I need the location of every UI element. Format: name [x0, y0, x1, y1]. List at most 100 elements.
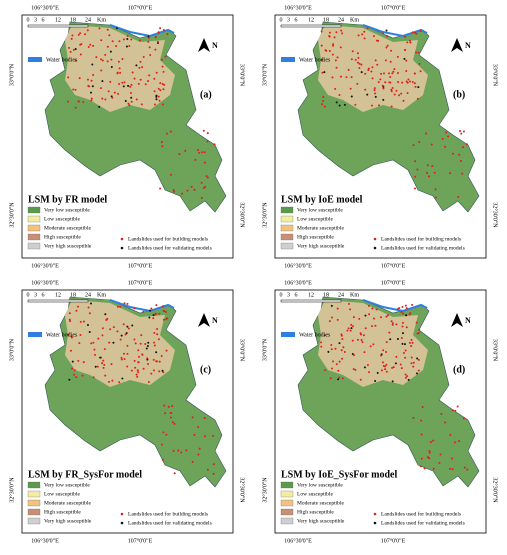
landslide-point	[78, 77, 81, 80]
landslide-point	[193, 433, 196, 436]
landslide-point	[147, 35, 150, 38]
landslide-point	[141, 353, 144, 356]
legend-swatch	[27, 224, 41, 232]
landslide-point	[126, 325, 129, 328]
landslide-point	[382, 87, 385, 90]
landslide-point	[404, 356, 407, 359]
landslide-point	[127, 84, 130, 87]
landslide-point	[120, 358, 123, 361]
longitude-label: 106°30'0"E	[284, 537, 312, 544]
landslide-point	[91, 85, 94, 88]
landslide-point	[380, 354, 383, 357]
landslide-point	[351, 339, 354, 342]
landslide-point	[163, 310, 166, 313]
legend-label: High susceptible	[44, 509, 81, 515]
landslide-point	[451, 152, 454, 155]
landslide-point	[408, 313, 411, 316]
landslide-point	[352, 316, 355, 319]
landslide-point	[417, 369, 420, 372]
landslide-point	[363, 366, 366, 369]
landslide-point	[109, 50, 112, 53]
landslide-point	[379, 78, 382, 81]
landslide-point	[456, 405, 459, 408]
landslide-point	[382, 98, 385, 101]
landslide-point	[206, 176, 209, 179]
landslide-point	[346, 329, 349, 332]
latitude-label: 33°0'0"N	[492, 64, 499, 87]
landslide-point	[152, 358, 155, 361]
landslide-point	[347, 327, 350, 330]
landslide-point	[205, 175, 208, 178]
scale-tick-label: 24	[338, 292, 344, 298]
landslide-point	[409, 41, 412, 44]
landslide-point	[429, 441, 432, 444]
landslide-point	[374, 324, 377, 327]
landslide-point	[150, 372, 153, 375]
landslide-point	[166, 33, 169, 36]
legend-point	[373, 237, 377, 241]
landslide-point	[412, 416, 415, 419]
landslide-point	[165, 349, 168, 352]
legend-title: LSM by IoE model	[281, 194, 363, 205]
landslide-point	[88, 331, 91, 334]
longitude-label: 106°30'0"E	[31, 279, 59, 286]
landslide-point	[212, 463, 215, 466]
landslide-point	[126, 344, 129, 347]
landslide-point	[156, 327, 159, 330]
landslide-point	[356, 338, 359, 341]
landslide-point	[384, 81, 387, 84]
landslide-point	[158, 99, 161, 102]
landslide-point	[202, 129, 205, 132]
landslide-point	[418, 141, 421, 144]
landslide-point	[206, 468, 209, 471]
landslide-point	[127, 102, 130, 105]
landslide-point	[82, 361, 85, 364]
scale-tick-label: 18	[323, 17, 329, 23]
landslide-point	[414, 160, 417, 163]
landslide-point	[118, 40, 121, 43]
landslide-point	[414, 187, 417, 190]
landslide-point	[371, 104, 374, 107]
landslide-point	[395, 323, 398, 326]
landslide-point	[118, 83, 121, 86]
landslide-point	[155, 360, 158, 363]
landslide-point	[389, 338, 392, 341]
longitude-label: 106°30'0"E	[284, 4, 312, 11]
legend-swatch	[280, 508, 294, 516]
landslide-point	[122, 352, 125, 355]
landslide-point	[405, 59, 408, 62]
landslide-point	[129, 92, 132, 95]
landslide-point	[359, 378, 362, 381]
landslide-point	[392, 366, 395, 369]
landslide-point	[466, 468, 469, 471]
river	[362, 299, 428, 313]
scale-bar	[27, 299, 89, 303]
landslide-point	[104, 98, 107, 101]
legend-point	[373, 512, 377, 516]
landslide-point	[417, 358, 420, 361]
landslide-point	[375, 39, 378, 42]
landslide-point	[341, 338, 344, 341]
landslide-point	[166, 317, 169, 320]
landslide-point	[203, 416, 206, 419]
landslide-point	[190, 185, 193, 188]
landslide-point	[415, 321, 418, 324]
legend-swatch	[280, 517, 294, 525]
landslide-point	[140, 334, 143, 337]
landslide-point	[341, 377, 344, 380]
landslide-point	[358, 66, 361, 69]
landslide-point	[86, 78, 89, 81]
landslide-point	[115, 45, 118, 48]
legend-label: Landslides used for building models	[128, 510, 208, 517]
landslide-point	[200, 181, 203, 184]
landslide-point	[117, 92, 120, 95]
landslide-point	[463, 466, 466, 469]
landslide-point	[110, 65, 113, 68]
legend-swatch	[280, 490, 294, 498]
landslide-point	[374, 379, 377, 382]
landslide-point	[445, 131, 448, 134]
latitude-label: 33°0'0"N	[261, 63, 268, 86]
landslide-point	[69, 50, 72, 53]
landslide-point	[165, 132, 168, 135]
landslide-point	[71, 360, 74, 363]
